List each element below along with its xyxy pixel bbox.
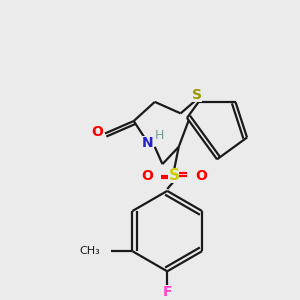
Text: O: O	[195, 169, 207, 183]
Text: F: F	[163, 285, 172, 299]
Text: O: O	[92, 124, 103, 139]
Text: S: S	[191, 88, 202, 101]
Text: O: O	[141, 169, 153, 183]
Text: N: N	[141, 136, 153, 150]
Text: CH₃: CH₃	[79, 246, 100, 256]
Text: S: S	[168, 168, 179, 183]
Text: H: H	[155, 129, 164, 142]
